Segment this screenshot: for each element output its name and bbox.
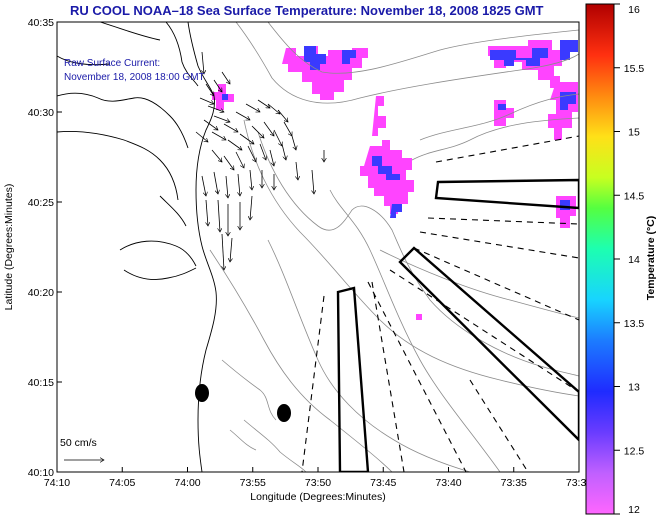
x-tick-label: 73:55 — [240, 477, 266, 489]
sst-patch-northeast-blue — [490, 40, 578, 66]
y-tick-label: 40:20 — [28, 287, 54, 299]
colorbar-tick-label: 16 — [628, 4, 640, 16]
station-mark-west — [195, 384, 209, 402]
current-note-line2: November 18, 2008 18:00 GMT — [64, 72, 205, 83]
current-note-line1: Raw Surface Current: — [64, 58, 160, 69]
colorbar-tick-label: 14.5 — [624, 190, 645, 202]
polygon-south — [336, 286, 370, 472]
polygon-northeast — [434, 178, 579, 210]
y-axis-label: Latitude (Degrees:Minutes) — [3, 184, 15, 311]
sst-patch-coast-blue — [222, 94, 228, 100]
sst-patch-east-lower-blue — [560, 200, 570, 210]
sst-patches — [212, 40, 578, 320]
x-tick-label: 74:10 — [44, 477, 70, 489]
x-tick-label: 74:00 — [174, 477, 200, 489]
colorbar — [585, 3, 615, 515]
y-axis-ticks: 40:10 40:15 40:20 40:25 40:30 40:35 — [28, 17, 62, 479]
bathymetry-contours — [209, 22, 579, 472]
sst-patch-speck — [416, 314, 422, 320]
y-tick-label: 40:10 — [28, 467, 54, 479]
map-plot-area: Raw Surface Current: November 18, 2008 1… — [57, 22, 579, 472]
x-tick-label: 73:50 — [305, 477, 331, 489]
station-mark-east — [277, 404, 291, 422]
colorbar-tick-label: 14 — [628, 254, 640, 266]
figure-title: RU COOL NOAA–18 Sea Surface Temperature:… — [70, 3, 544, 18]
sst-patch-center-blue — [372, 156, 402, 218]
sst-patch-north-blue — [304, 46, 356, 70]
colorbar-tick-label: 15.5 — [624, 63, 645, 75]
solid-polygons — [336, 178, 579, 472]
sst-patch-center — [360, 96, 414, 214]
x-tick-label: 73:35 — [501, 477, 527, 489]
y-tick-label: 40:30 — [28, 107, 54, 119]
colorbar-label: Temperature (°C) — [645, 216, 657, 301]
sst-patch-east-blue — [498, 92, 576, 110]
scale-label: 50 cm/s — [60, 437, 97, 449]
y-tick-label: 40:15 — [28, 377, 54, 389]
x-tick-label: 73:40 — [435, 477, 461, 489]
sst-patch-east — [494, 82, 578, 140]
x-axis-label: Longitude (Degrees:Minutes) — [250, 491, 385, 503]
y-tick-label: 40:35 — [28, 17, 54, 29]
polygon-southeast — [398, 246, 579, 442]
x-tick-label: 73:45 — [370, 477, 396, 489]
dashed-lines — [301, 135, 579, 472]
colorbar-tick-label: 13.5 — [624, 318, 645, 330]
colorbar-tick-label: 13 — [628, 382, 640, 394]
colorbar-tick-label: 15 — [628, 127, 640, 139]
colorbar-tick-label: 12.5 — [624, 445, 645, 457]
x-tick-label: 74:05 — [109, 477, 135, 489]
y-tick-label: 40:25 — [28, 197, 54, 209]
colorbar-ticks: 12 12.5 13 13.5 14 14.5 15 15.5 16 — [614, 3, 645, 516]
surface-current-arrows — [195, 51, 324, 270]
colorbar-tick-label: 12 — [628, 504, 640, 516]
